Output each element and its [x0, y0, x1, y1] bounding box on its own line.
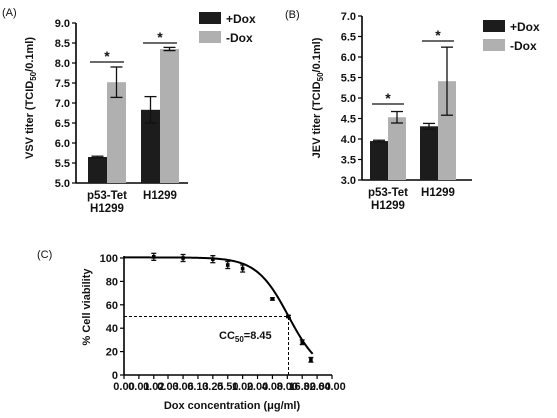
panel-c-y-tick-label: 100: [100, 253, 118, 265]
panel-b-bar-plus-dox: [420, 126, 438, 180]
panel-a-category-label: H1299: [143, 190, 177, 202]
panel-b-bar-minus-dox: [438, 81, 456, 180]
panel-b-significance-star: *: [435, 27, 441, 43]
panel-b-legend-label-plus-dox: +Dox: [510, 20, 540, 34]
panel-c-x-tick-label: 0.50: [217, 381, 238, 393]
panel-c-x-tick-label: 4.00: [262, 381, 283, 393]
panel-c-data-point: [286, 314, 291, 319]
panel-c-data-point: [151, 255, 156, 259]
panel-b-legend-swatch-minus-dox: [483, 39, 505, 51]
panel-b-y-tick-label: 4.5: [341, 114, 356, 126]
panel-b-legend-swatch-plus-dox: [483, 20, 505, 32]
panel-c-y-tick-label: 80: [106, 276, 118, 288]
panel-a-significance-star: *: [157, 29, 163, 45]
panel-c-x-tick-label: 0.01: [128, 381, 149, 393]
panel-a-y-tick-label: 8.5: [55, 38, 70, 50]
panel-b-bar-plus-dox: [370, 141, 388, 180]
panel-b-category-label: p53-Tet H1299: [368, 187, 408, 212]
panel-c-x-tick-label: 0.03: [157, 381, 178, 393]
panel-a-legend-label-plus-dox: +Dox: [226, 12, 256, 26]
panel-c-cc50-guide: [124, 316, 289, 375]
panel-b-y-tick-label: 3.0: [341, 175, 356, 187]
panel-a-y-tick-label: 8.0: [55, 58, 70, 70]
panel-c-x-tick-label: 0.13: [187, 381, 208, 393]
panel-a-legend-label-minus-dox: -Dox: [226, 31, 253, 45]
panel-b-ylabel: JEV titer (TCID50/0.1ml): [311, 37, 325, 158]
panel-a-y-tick-label: 7.5: [55, 78, 70, 90]
panel-a-y-tick-label: 6.0: [55, 138, 70, 150]
panel-a-bar-minus-dox: [160, 49, 179, 183]
panel-b-significance-star: *: [385, 90, 391, 106]
panel-b-chart: (B) JEV titer (TCID50/0.1ml) 3.0 3.5 4.0 4.…: [285, 9, 540, 212]
panel-a-y-tick-label: 5.0: [55, 178, 70, 190]
panel-b-y-tick-label: 5.0: [341, 93, 356, 105]
panel-c-x-tick-label: 1.00: [232, 381, 253, 393]
panel-c-cc50-annotation: CC50=8.45: [219, 330, 272, 344]
panel-c-label: (C): [37, 249, 52, 261]
panel-b-bar-minus-dox: [388, 117, 406, 180]
panel-c-chart: (C) % Cell viability Dox concentration (…: [37, 249, 346, 412]
panel-b-legend-label-minus-dox: -Dox: [510, 39, 537, 53]
panel-c-ylabel: % Cell viability: [81, 268, 93, 346]
panel-c-data-point: [225, 263, 230, 267]
panel-c-data-point: [181, 256, 185, 260]
panel-c-y-tick-label: 60: [106, 300, 118, 312]
panel-b-y-tick-label: 6.0: [341, 52, 356, 64]
panel-a-category-label: p53-Tet H1299: [87, 190, 127, 215]
panel-c-data-point: [211, 257, 215, 261]
panel-a-bar-plus-dox: [88, 157, 107, 183]
panel-c-data-point: [240, 266, 245, 271]
panel-c-data-point: [309, 357, 313, 362]
panel-c-y-tick-label: 0: [112, 370, 118, 382]
panel-c-x-tick-label: 64.00: [318, 381, 346, 393]
panel-c-x-tick-label: 32.00: [303, 381, 331, 393]
panel-b-y-tick-label: 6.5: [341, 32, 356, 44]
panel-a-y-tick-label: 9.0: [55, 18, 70, 30]
panel-c-x-tick-label: 0.06: [172, 381, 193, 393]
panel-b-y-tick-label: 5.5: [341, 73, 356, 85]
panel-c-x-tick-label: 0.00: [113, 381, 134, 393]
panel-c-xlabel: Dox concentration (μg/ml): [164, 400, 301, 412]
panel-c-x-tick-label: 0.02: [143, 381, 164, 393]
panel-a-legend-swatch-plus-dox: [199, 12, 221, 24]
panel-b-category-label: H1299: [421, 187, 455, 199]
panel-a-bar-minus-dox: [107, 82, 126, 183]
panel-b-y-tick-label: 7.0: [341, 11, 356, 23]
panel-c-y-tick-label: 40: [106, 323, 118, 335]
panel-a-legend-swatch-minus-dox: [199, 31, 221, 43]
panel-c-data-point: [270, 297, 275, 301]
panel-c-x-tick-label: 2.00: [247, 381, 268, 393]
panel-a-bar-plus-dox: [141, 109, 160, 183]
panel-c-data-point: [300, 340, 305, 345]
panel-a-label: (A): [2, 7, 17, 19]
panel-c-x-tick-label: 0.25: [202, 381, 223, 393]
panel-c-x-tick-label: 16.00: [288, 381, 316, 393]
panel-c-y-tick-label: 20: [106, 347, 118, 359]
panel-b-y-tick-label: 4.0: [341, 134, 356, 146]
panel-a-y-tick-label: 5.5: [55, 158, 70, 170]
panel-c-x-tick-label: 8.00: [277, 381, 298, 393]
panel-a-significance-star: *: [104, 48, 110, 64]
panel-a-y-tick-label: 7.0: [55, 98, 70, 110]
panel-b-y-tick-label: 3.5: [341, 155, 356, 167]
panel-b-label: (B): [285, 9, 300, 21]
panel-a-chart: (A) VSV titer (TCID50/0.1ml) 5.0 5.5 6.0 6.…: [2, 7, 256, 215]
panel-a-ylabel: VSV titer (TCID50/0.1ml): [24, 37, 38, 159]
panel-a-y-tick-label: 6.5: [55, 118, 70, 130]
